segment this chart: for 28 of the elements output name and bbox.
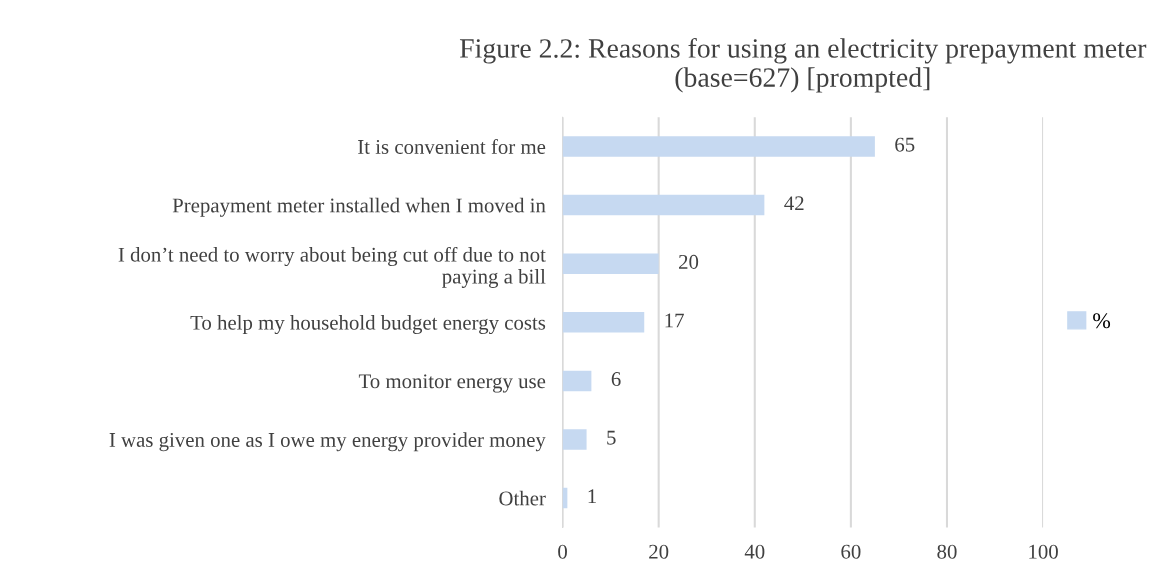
chart-title: Figure 2.2: Reasons for using an electricity prepayment meter (base=627) [prompted] xyxy=(459,37,1147,93)
data-label: 1 xyxy=(588,489,596,504)
bar xyxy=(562,429,587,450)
x-tick-label: 20 xyxy=(649,544,669,559)
y-tick-label: Other xyxy=(499,490,546,506)
y-tick-label: Prepayment meter installed when I moved in xyxy=(172,197,546,217)
y-tick-label: I was given one as I owe my energy provider money xyxy=(109,432,546,452)
data-label: 65 xyxy=(895,137,915,152)
data-label: 17 xyxy=(665,313,684,328)
y-tick-label: To help my household budget energy costs xyxy=(190,315,546,335)
legend-label: % xyxy=(1093,313,1111,329)
x-tick-label: 0 xyxy=(558,544,567,559)
data-label: 42 xyxy=(784,196,804,211)
bar xyxy=(562,370,592,392)
x-tick-label: 100 xyxy=(1029,544,1058,559)
y-tick-label: It is convenient for me xyxy=(358,139,546,154)
data-label: 6 xyxy=(611,372,621,387)
x-tick-label: 60 xyxy=(841,544,861,559)
y-tick-label: I don’t need to worry about being cut off due to not paying a bill xyxy=(118,246,546,288)
bar xyxy=(562,312,645,333)
data-label: 5 xyxy=(607,430,616,445)
y-tick-label: To monitor energy use xyxy=(358,374,546,393)
bar xyxy=(562,194,765,216)
bar xyxy=(562,253,659,274)
x-tick-label: 40 xyxy=(744,544,765,559)
bar xyxy=(562,136,875,157)
data-label: 20 xyxy=(679,254,699,269)
x-tick-label: 80 xyxy=(937,544,957,559)
